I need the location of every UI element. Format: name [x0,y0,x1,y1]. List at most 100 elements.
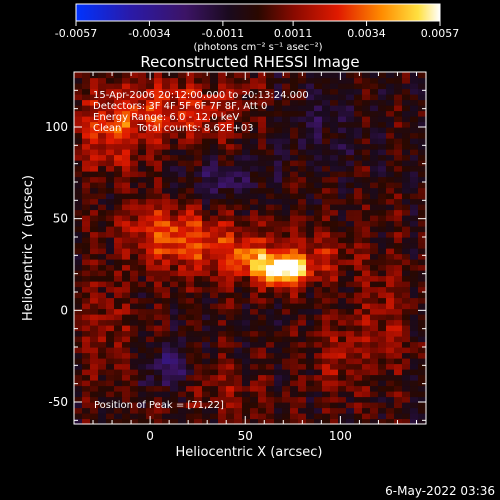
heatmap-cell [162,385,171,392]
heatmap-cell [354,297,363,304]
heatmap-cell [314,270,323,277]
heatmap-cell [130,363,139,370]
heatmap-cell [306,341,315,348]
heatmap-cell [218,171,227,178]
heatmap-cell [162,264,171,271]
heatmap-cell [146,242,155,249]
heatmap-cell [370,385,379,392]
heatmap-cell [290,402,299,409]
heatmap-cell [250,154,259,161]
heatmap-cell [130,352,139,359]
heatmap-cell [330,286,339,293]
heatmap-cell [282,358,291,365]
heatmap-cell [354,88,363,95]
heatmap-cell [410,330,419,337]
heatmap-cell [354,407,363,414]
heatmap-cell [170,352,179,359]
heatmap-cell [330,242,339,249]
heatmap-cell [338,215,347,222]
heatmap-cell [378,413,387,420]
heatmap-cell [418,116,427,123]
heatmap-cell [98,352,107,359]
heatmap-cell [402,94,411,101]
heatmap-cell [202,308,211,315]
heatmap-cell [330,94,339,101]
heatmap-cell [266,193,275,200]
heatmap-cell [106,297,115,304]
heatmap-cell [226,325,235,332]
heatmap-cell [114,319,123,326]
colorbar: -0.0057 -0.0034 -0.0011 0.0011 0.0034 0.0057 … [55,3,459,53]
heatmap-cell [378,198,387,205]
heatmap-cell [106,143,115,150]
heatmap-cell [330,99,339,106]
heatmap-cell [394,72,403,79]
heatmap-cell [170,132,179,139]
heatmap-cell [234,209,243,216]
heatmap-cell [378,187,387,194]
heatmap-cell [410,209,419,216]
heatmap-cell [138,281,147,288]
heatmap-cell [418,237,427,244]
heatmap-cell [138,127,147,134]
heatmap-cell [114,264,123,271]
heatmap-cell [162,193,171,200]
heatmap-cell [138,374,147,381]
heatmap-cell [162,94,171,101]
heatmap-cell [410,347,419,354]
heatmap-cell [74,171,83,178]
heatmap-cell [138,204,147,211]
heatmap-cell [394,165,403,172]
heatmap-cell [330,292,339,299]
heatmap-cell [170,358,179,365]
heatmap-cell [370,330,379,337]
heatmap-cell [154,237,163,244]
heatmap-cell [74,209,83,216]
heatmap-cell [122,143,131,150]
heatmap-cell [82,121,91,128]
heatmap-cell [394,226,403,233]
heatmap-cell [74,352,83,359]
heatmap-cell [322,385,331,392]
heatmap-cell [370,281,379,288]
heatmap-cell [282,72,291,79]
heatmap-cell [130,226,139,233]
heatmap-cell [418,83,427,90]
heatmap-cell [274,336,283,343]
heatmap-cell [418,154,427,161]
heatmap-cell [170,237,179,244]
heatmap-cell [202,292,211,299]
heatmap-cell [242,297,251,304]
heatmap-cell [242,220,251,227]
heatmap-cell [306,83,315,90]
heatmap-cell [170,220,179,227]
heatmap-cell [106,176,115,183]
heatmap-cell [194,352,203,359]
heatmap-cell [226,253,235,260]
heatmap-cell [242,132,251,139]
heatmap-cell [298,336,307,343]
heatmap-cell [154,132,163,139]
heatmap-cell [106,242,115,249]
heatmap-cell [74,193,83,200]
heatmap-cell [186,352,195,359]
heatmap-cell [314,121,323,128]
heatmap-cell [306,374,315,381]
heatmap-cell [274,209,283,216]
heatmap-cell [242,347,251,354]
heatmap-cell [306,253,315,260]
heatmap-cell [82,231,91,238]
heatmap-cell [298,242,307,249]
heatmap-cell [402,138,411,145]
heatmap-cell [410,99,419,106]
heatmap-cell [82,187,91,194]
heatmap-cell [186,231,195,238]
heatmap-cell [290,231,299,238]
heatmap-cell [338,264,347,271]
heatmap-cell [330,314,339,321]
heatmap-cell [242,418,251,425]
heatmap-cell [306,165,315,172]
heatmap-cell [154,413,163,420]
heatmap-cell [394,303,403,310]
heatmap-cell [330,413,339,420]
